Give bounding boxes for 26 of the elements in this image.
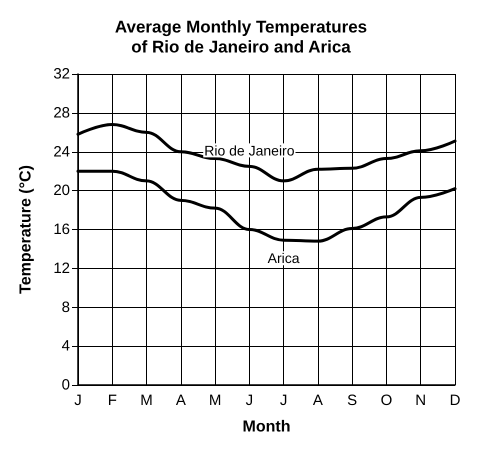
x-tick-label: F xyxy=(108,392,117,409)
x-axis-title: Month xyxy=(242,418,290,436)
y-tick-label: 12 xyxy=(53,260,70,277)
x-tick-label: J xyxy=(280,392,288,409)
series-label: Arica xyxy=(268,250,300,266)
y-tick-label: 20 xyxy=(53,182,70,200)
x-tick-label: J xyxy=(74,392,82,409)
x-tick-label: J xyxy=(246,392,254,409)
x-tick-label: M xyxy=(208,392,222,409)
x-tick-label: A xyxy=(312,392,323,409)
y-tick-label: 28 xyxy=(53,104,70,122)
y-tick-label: 24 xyxy=(53,143,70,160)
y-tick-label: 4 xyxy=(62,338,70,355)
y-tick-label: 16 xyxy=(53,221,70,238)
x-tick-label: M xyxy=(140,392,153,409)
x-tick-label: A xyxy=(176,392,186,409)
y-axis-title: Temperature (°C) xyxy=(18,165,34,294)
y-tick-label: 8 xyxy=(62,298,70,316)
y-tick-label: 0 xyxy=(62,376,70,394)
y-tick-label: 32 xyxy=(53,66,70,82)
x-tick-label: N xyxy=(415,392,426,409)
series-label: Rio de Janeiro xyxy=(204,142,295,158)
x-tick-label: O xyxy=(380,392,392,409)
chart-title: Average Monthly Temperatures of Rio de Janeiro and Arica xyxy=(114,18,368,56)
x-tick-label: S xyxy=(347,392,358,409)
x-tick-label: D xyxy=(450,392,461,409)
